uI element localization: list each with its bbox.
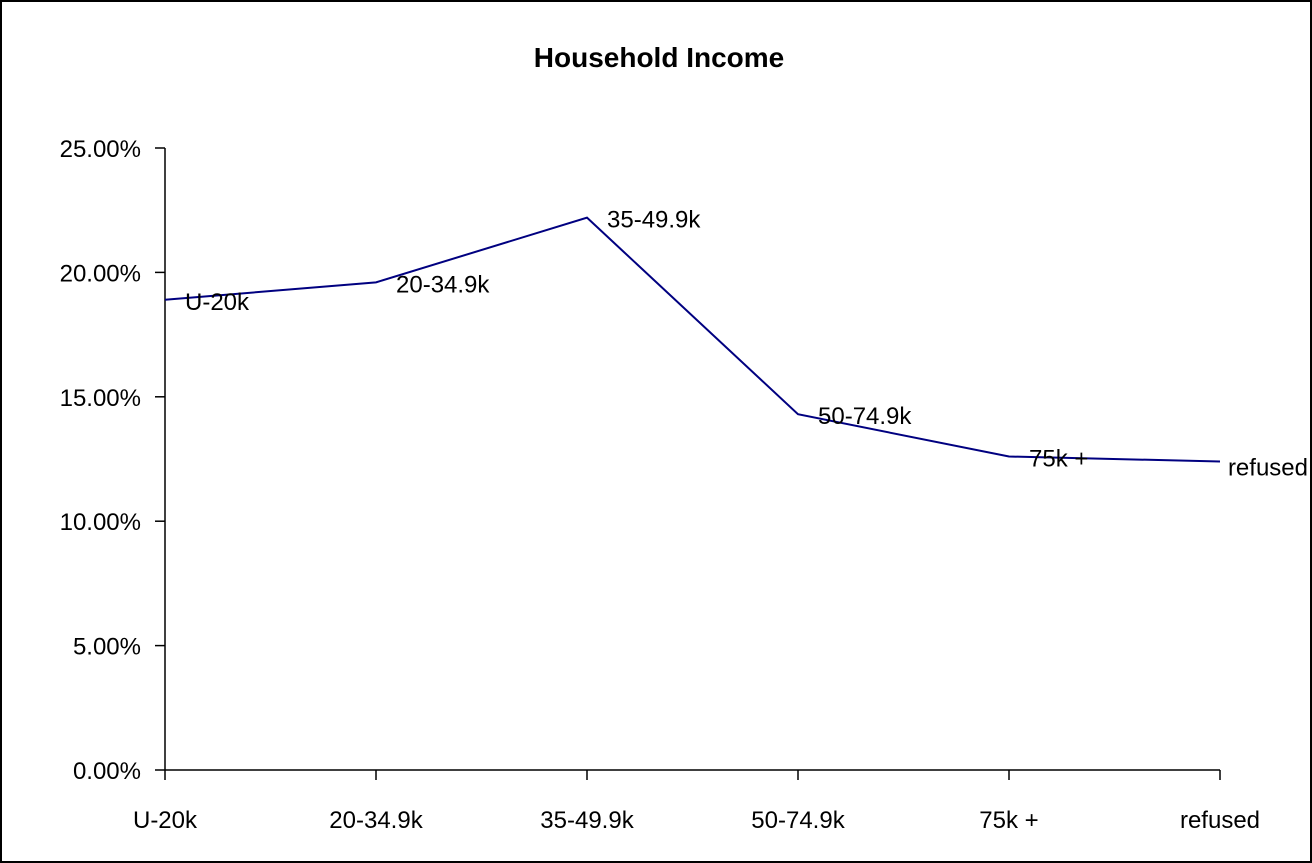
- data-label: refused: [1228, 454, 1308, 481]
- chart-title: Household Income: [534, 42, 784, 73]
- y-tick-label: 25.00%: [60, 136, 141, 163]
- x-tick-label: 75k +: [979, 807, 1038, 834]
- y-axis-ticks: 0.00% 5.00% 10.00% 15.00% 20.00% 25.00%: [60, 136, 165, 785]
- axes: [164, 148, 1220, 771]
- data-label: 20-34.9k: [396, 271, 490, 298]
- y-tick-label: 0.00%: [73, 758, 141, 785]
- y-tick-label: 10.00%: [60, 509, 141, 536]
- y-tick-label: 15.00%: [60, 385, 141, 412]
- data-label: 75k +: [1029, 446, 1088, 473]
- x-axis-ticks: U-20k 20-34.9k 35-49.9k 50-74.9k 75k + refuse…: [133, 770, 1260, 834]
- x-tick-label: 20-34.9k: [329, 807, 423, 834]
- data-labels: U-20k 20-34.9k 35-49.9k 50-74.9k 75k + refuse…: [185, 207, 1308, 482]
- y-tick-label: 20.00%: [60, 260, 141, 287]
- series-line: [164, 216, 1221, 463]
- data-label: U-20k: [185, 289, 250, 316]
- x-tick-label: 50-74.9k: [751, 807, 845, 834]
- x-tick-label: 35-49.9k: [540, 807, 634, 834]
- y-tick-label: 5.00%: [73, 634, 141, 661]
- series-group: [164, 216, 1221, 463]
- x-tick-label: refused: [1180, 807, 1260, 834]
- x-tick-label: U-20k: [133, 807, 198, 834]
- data-label: 50-74.9k: [818, 403, 912, 430]
- data-label: 35-49.9k: [607, 207, 701, 234]
